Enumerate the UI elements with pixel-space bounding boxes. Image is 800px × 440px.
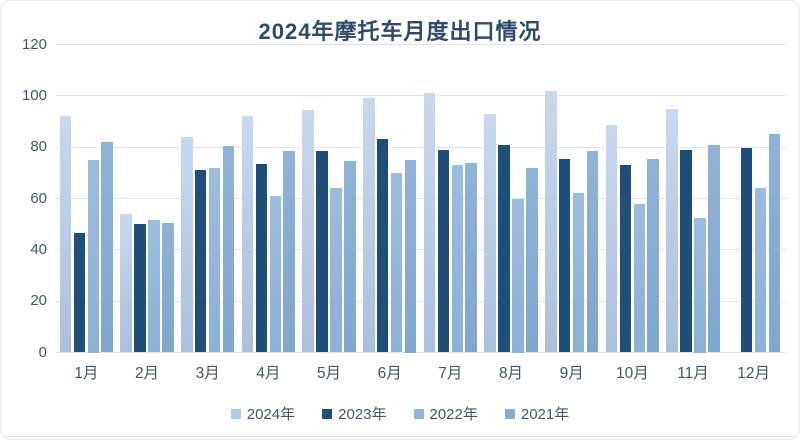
legend-swatch-icon xyxy=(230,408,241,419)
bar-2023年-10月 xyxy=(619,165,632,353)
y-tick-label: 40 xyxy=(30,240,47,258)
bar-2022年-5月 xyxy=(330,188,342,353)
legend-swatch-icon xyxy=(322,408,333,419)
bar-2023年-3月 xyxy=(194,170,207,353)
x-tick-label-5月: 5月 xyxy=(316,365,342,382)
y-tick-label: 100 xyxy=(21,86,47,104)
bar-2021年-12月 xyxy=(768,134,781,353)
bar-2023年-4月 xyxy=(255,163,268,353)
bar-2023年-8月 xyxy=(498,144,510,353)
x-tick-label-4月: 4月 xyxy=(256,365,281,382)
y-tick-label: 0 xyxy=(38,343,47,361)
bar-2022年-9月 xyxy=(572,193,585,353)
x-tick-label-10月: 10月 xyxy=(615,365,649,382)
bar-2022年-10月 xyxy=(633,203,646,353)
legend-label: 2023年 xyxy=(338,406,387,423)
bar-2022年-8月 xyxy=(512,198,524,353)
bar-2021年-1月 xyxy=(101,142,113,353)
legend-label: 2024年 xyxy=(246,406,296,423)
bar-2022年-11月 xyxy=(694,217,706,353)
bar-2022年-7月 xyxy=(451,165,464,353)
bar-2022年-6月 xyxy=(390,172,403,353)
legend-label: 2021年 xyxy=(520,406,570,423)
legend-item-2023年: 2023年 xyxy=(322,403,387,424)
bar-2022年-2月 xyxy=(148,220,160,353)
bar-2021年-7月 xyxy=(465,162,477,353)
bar-2024年-4月 xyxy=(241,116,254,353)
legend-item-2022年: 2022年 xyxy=(413,403,478,424)
bar-2023年-12月 xyxy=(740,148,753,353)
bar-2024年-11月 xyxy=(666,108,678,353)
bar-2024年-3月 xyxy=(181,136,193,353)
bar-2023年-9月 xyxy=(558,158,571,353)
bar-2022年-12月 xyxy=(754,188,767,353)
x-tick-label-12月: 12月 xyxy=(737,365,771,382)
legend-item-2021年: 2021年 xyxy=(504,403,570,424)
bar-2024年-7月 xyxy=(423,93,436,353)
gridline-y120 xyxy=(56,44,787,45)
bar-2022年-1月 xyxy=(87,160,100,353)
bar-2023年-2月 xyxy=(134,224,146,353)
legend-swatch-icon xyxy=(413,408,424,419)
bar-2023年-6月 xyxy=(376,139,389,353)
bar-2024年-5月 xyxy=(302,109,314,353)
bar-2024年-9月 xyxy=(545,90,557,353)
legend-item-2024年: 2024年 xyxy=(230,403,296,424)
gridline-y80 xyxy=(56,146,787,148)
y-tick-label: 60 xyxy=(30,189,47,207)
x-tick-label-9月: 9月 xyxy=(559,365,584,382)
chart-title: 2024年摩托车月度出口情况 xyxy=(258,19,542,44)
legend-swatch-icon xyxy=(504,408,515,419)
bar-2022年-4月 xyxy=(269,195,282,353)
bar-2021年-3月 xyxy=(222,145,235,353)
bar-2021年-8月 xyxy=(526,167,538,353)
bar-2021年-2月 xyxy=(162,222,174,353)
bar-2021年-4月 xyxy=(283,151,295,353)
gridline-y20 xyxy=(56,300,787,302)
bottom-divider xyxy=(5,436,795,437)
bar-2022年-3月 xyxy=(208,167,221,353)
bar-2023年-11月 xyxy=(680,149,692,353)
bar-2023年-7月 xyxy=(437,149,450,353)
gridline-y0 xyxy=(56,352,787,353)
x-tick-label-11月: 11月 xyxy=(677,365,709,382)
bar-2023年-5月 xyxy=(316,151,328,353)
x-tick-label-6月: 6月 xyxy=(377,365,402,382)
bar-2021年-6月 xyxy=(404,160,417,353)
bar-2024年-2月 xyxy=(120,213,132,353)
x-tick-label-2月: 2月 xyxy=(134,365,160,382)
y-tick-label: 120 xyxy=(21,35,47,53)
legend: 2024年 2023年 2022年 2021年 xyxy=(1,403,799,424)
bar-2021年-10月 xyxy=(647,158,659,353)
x-tick-label-7月: 7月 xyxy=(438,365,463,382)
legend-label: 2022年 xyxy=(429,406,478,423)
y-tick-label: 20 xyxy=(30,292,47,310)
bar-2021年-5月 xyxy=(344,161,356,353)
bar-2021年-9月 xyxy=(586,151,599,353)
x-tick-label-8月: 8月 xyxy=(498,365,524,382)
bar-2024年-8月 xyxy=(484,113,496,353)
x-tick-label-3月: 3月 xyxy=(195,365,220,382)
x-tick-label-1月: 1月 xyxy=(74,365,99,382)
y-tick-label: 80 xyxy=(30,138,47,156)
bar-2024年-6月 xyxy=(363,98,375,353)
bar-2024年-10月 xyxy=(605,125,618,353)
gridline-y40 xyxy=(56,249,787,251)
bar-2021年-11月 xyxy=(708,144,720,353)
bar-2023年-1月 xyxy=(73,233,86,353)
bar-2024年-1月 xyxy=(59,116,72,353)
gridline-y60 xyxy=(56,198,787,199)
gridline-y100 xyxy=(56,95,787,97)
